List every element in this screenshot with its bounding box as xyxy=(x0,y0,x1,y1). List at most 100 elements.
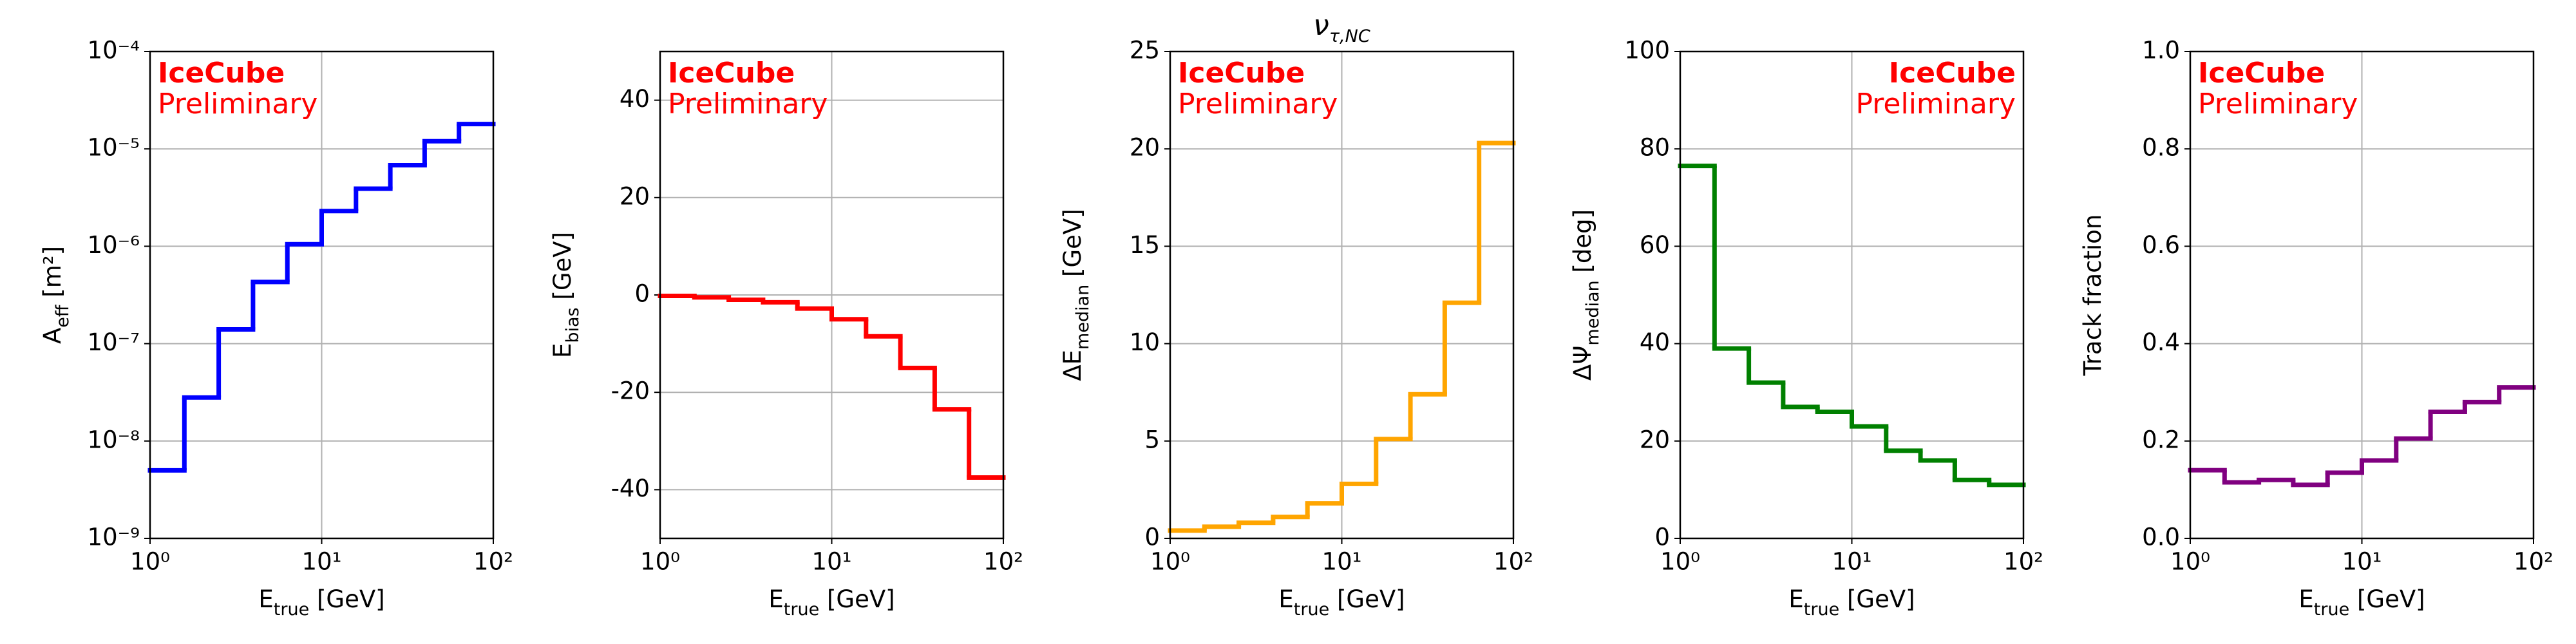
x-tick-label: 10¹ xyxy=(1322,548,1362,576)
annotation: IceCube xyxy=(2198,57,2325,90)
chart-title-part: τ,NC xyxy=(1329,26,1370,46)
y-tick-label: 0.0 xyxy=(2142,524,2180,551)
x-tick-label: 10⁰ xyxy=(1660,548,1700,576)
y-tick-label: 10⁻⁸ xyxy=(88,426,140,453)
annotation: Preliminary xyxy=(1856,88,2016,120)
annotation: Preliminary xyxy=(2198,88,2358,120)
x-axis-label-part: true xyxy=(2314,600,2349,620)
y-axis-label: ΔΨmedian [deg] xyxy=(1569,209,1604,381)
x-axis-label: Etrue [GeV] xyxy=(1278,585,1405,620)
y-tick-label: 10⁻⁵ xyxy=(88,134,140,162)
x-axis-label-part: true xyxy=(784,600,819,620)
y-tick-label: 10⁻⁴ xyxy=(88,37,140,64)
x-axis-label-part: [GeV] xyxy=(1839,585,1915,613)
y-axis-label-part: ΔΨ xyxy=(1569,346,1596,381)
x-axis-label: Etrue [GeV] xyxy=(1788,585,1915,620)
y-tick-label: 10⁻⁶ xyxy=(88,231,140,259)
y-tick-label: 0 xyxy=(1654,524,1670,551)
y-tick-label: 100 xyxy=(1624,37,1670,64)
y-tick-label: 5 xyxy=(1144,426,1160,453)
axes-frame xyxy=(149,50,495,540)
y-axis-label-part: bias xyxy=(563,307,583,343)
y-tick-label: -20 xyxy=(611,377,650,405)
y-axis-label-part: [m²] xyxy=(39,246,66,305)
x-tick-label: 10⁰ xyxy=(2170,548,2210,576)
y-axis-label-part: eff xyxy=(53,304,73,328)
x-axis-label-part: E xyxy=(1788,585,1803,613)
y-tick-label: 40 xyxy=(620,85,650,113)
y-tick-label: 10 xyxy=(1130,328,1160,356)
y-tick-label: 20 xyxy=(1130,134,1160,162)
y-tick-label: 10⁻⁹ xyxy=(88,524,140,551)
x-axis-label-part: true xyxy=(274,600,309,620)
y-axis-label-part: A xyxy=(39,328,66,344)
y-axis-label-part: Track fraction xyxy=(2079,214,2107,377)
y-axis-label: Track fraction xyxy=(2079,214,2107,377)
y-axis-label-part: median xyxy=(1073,285,1093,350)
x-axis-label-part: true xyxy=(1804,600,1839,620)
x-tick-label: 10² xyxy=(2003,548,2043,576)
y-tick-label: 0.6 xyxy=(2142,231,2180,259)
x-tick-label: 10¹ xyxy=(2342,548,2382,576)
x-tick-label: 10⁰ xyxy=(1150,548,1190,576)
annotation: Preliminary xyxy=(158,88,317,120)
y-axis-label-part: median xyxy=(1583,280,1603,345)
x-tick-label: 10⁰ xyxy=(130,548,170,576)
x-axis-label-part: E xyxy=(2298,585,2313,613)
y-axis-label: Ebias [GeV] xyxy=(549,232,583,358)
y-tick-label: 1.0 xyxy=(2142,37,2180,64)
chart-title: ντ,NC xyxy=(1313,9,1370,46)
y-axis-label-part: ΔE xyxy=(1059,350,1086,381)
y-tick-label: 25 xyxy=(1130,37,1160,64)
x-tick-label: 10¹ xyxy=(1832,548,1872,576)
y-tick-label: -40 xyxy=(611,475,650,502)
x-tick-label: 10² xyxy=(983,548,1023,576)
x-axis-label-part: E xyxy=(768,585,783,613)
x-axis-label-part: [GeV] xyxy=(309,585,384,613)
axes-frame xyxy=(1169,50,1515,540)
x-axis-label: Etrue [GeV] xyxy=(2298,585,2425,620)
x-axis-label-part: E xyxy=(258,585,273,613)
x-tick-label: 10⁰ xyxy=(640,548,680,576)
x-axis-label-part: [GeV] xyxy=(819,585,895,613)
x-tick-label: 10² xyxy=(473,548,513,576)
x-tick-label: 10¹ xyxy=(302,548,342,576)
x-axis-label-part: true xyxy=(1294,600,1329,620)
annotation: IceCube xyxy=(668,57,795,90)
y-tick-label: 40 xyxy=(1640,328,1670,356)
y-axis-label-part: E xyxy=(549,343,576,358)
y-tick-label: 20 xyxy=(620,182,650,210)
y-axis-label-part: [deg] xyxy=(1569,209,1596,280)
y-tick-label: 60 xyxy=(1640,231,1670,259)
axes-frame xyxy=(1679,50,2025,540)
y-tick-label: 20 xyxy=(1640,426,1670,453)
annotation: IceCube xyxy=(1178,57,1305,90)
x-axis-label-part: [GeV] xyxy=(2349,585,2425,613)
x-tick-label: 10² xyxy=(1493,548,1533,576)
y-axis-label: ΔEmedian [GeV] xyxy=(1059,209,1094,381)
panel: 0.0 0.2 0.4 0.6 0.8 1.0 10⁰ 10¹ 10² IceCubePrelim… xyxy=(2079,37,2553,620)
chart-title-part: ν xyxy=(1313,9,1329,42)
axes-frame xyxy=(659,50,1005,540)
x-axis-label: Etrue [GeV] xyxy=(768,585,895,620)
y-tick-label: 0.2 xyxy=(2142,426,2180,453)
y-tick-label: 15 xyxy=(1130,231,1160,259)
y-tick-label: 80 xyxy=(1640,134,1670,162)
annotation: IceCube xyxy=(1889,57,2016,90)
y-axis-label: Aeff [m²] xyxy=(39,246,73,344)
panel: 10⁻⁹ 10⁻⁸ 10⁻⁷ 10⁻⁶ 10⁻⁵ 10⁻⁴ 10⁰ 10¹ 10² IceCube… xyxy=(39,37,513,620)
x-axis-label-part: E xyxy=(1278,585,1293,613)
x-tick-label: 10² xyxy=(2514,548,2553,576)
annotation: Preliminary xyxy=(668,88,828,120)
x-axis-label-part: [GeV] xyxy=(1329,585,1405,613)
axes-frame xyxy=(2189,50,2535,540)
y-tick-label: 0 xyxy=(634,280,650,308)
y-tick-label: 0.4 xyxy=(2142,328,2180,356)
y-tick-label: 0.8 xyxy=(2142,134,2180,162)
y-tick-label: 10⁻⁷ xyxy=(88,328,140,356)
x-axis-label: Etrue [GeV] xyxy=(258,585,384,620)
